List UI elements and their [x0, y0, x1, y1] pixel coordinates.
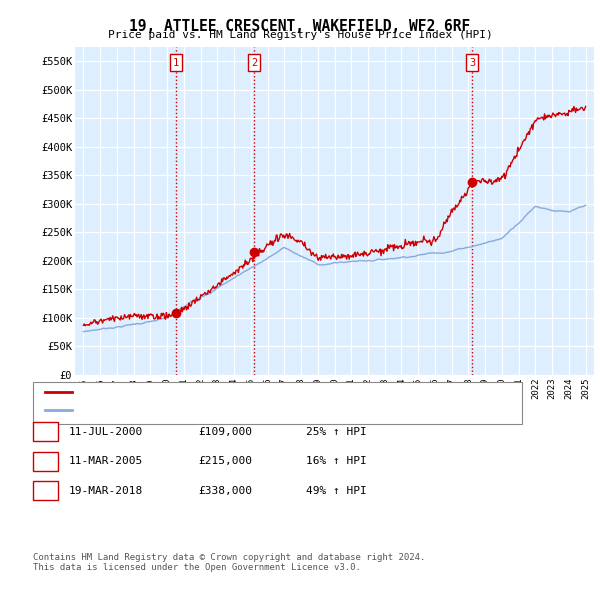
Text: 2: 2: [42, 457, 49, 466]
Text: 3: 3: [469, 58, 475, 68]
Text: Price paid vs. HM Land Registry's House Price Index (HPI): Price paid vs. HM Land Registry's House …: [107, 30, 493, 40]
Text: HPI: Average price, detached house, Wakefield: HPI: Average price, detached house, Wake…: [78, 405, 348, 415]
Text: £109,000: £109,000: [198, 427, 252, 437]
Text: 11-JUL-2000: 11-JUL-2000: [69, 427, 143, 437]
Text: Contains HM Land Registry data © Crown copyright and database right 2024.
This d: Contains HM Land Registry data © Crown c…: [33, 553, 425, 572]
Text: 16% ↑ HPI: 16% ↑ HPI: [306, 457, 367, 466]
Text: 2: 2: [251, 58, 257, 68]
Text: 3: 3: [42, 486, 49, 496]
Text: 1: 1: [42, 427, 49, 437]
Text: 11-MAR-2005: 11-MAR-2005: [69, 457, 143, 466]
Text: £338,000: £338,000: [198, 486, 252, 496]
Text: 19-MAR-2018: 19-MAR-2018: [69, 486, 143, 496]
Text: 25% ↑ HPI: 25% ↑ HPI: [306, 427, 367, 437]
Text: £215,000: £215,000: [198, 457, 252, 466]
Text: 19, ATTLEE CRESCENT, WAKEFIELD, WF2 6RF (detached house): 19, ATTLEE CRESCENT, WAKEFIELD, WF2 6RF …: [78, 387, 414, 396]
Text: 19, ATTLEE CRESCENT, WAKEFIELD, WF2 6RF: 19, ATTLEE CRESCENT, WAKEFIELD, WF2 6RF: [130, 19, 470, 34]
Text: 49% ↑ HPI: 49% ↑ HPI: [306, 486, 367, 496]
Text: 1: 1: [173, 58, 179, 68]
